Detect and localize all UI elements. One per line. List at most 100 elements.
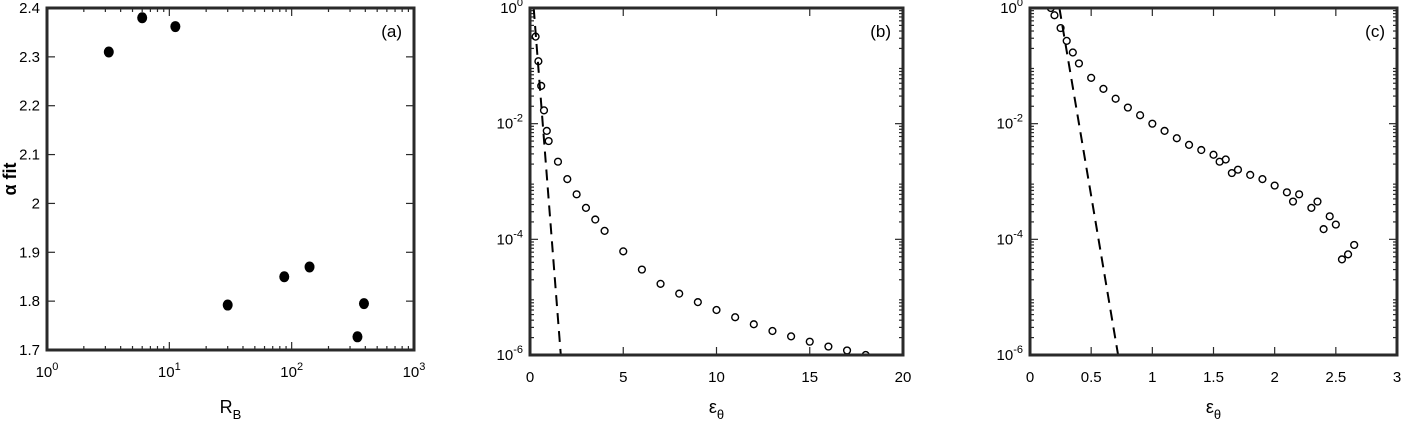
data-point bbox=[591, 215, 600, 224]
y-tick-label: 2.4 bbox=[19, 0, 40, 17]
chart-panel-b: 0 5 10 15 20 100 10-2 10-4 10-6 (b) εθ bbox=[497, 0, 912, 422]
data-point bbox=[1233, 165, 1243, 174]
y-tick-label: 10-2 bbox=[997, 113, 1023, 133]
data-point bbox=[805, 337, 814, 346]
data-point bbox=[749, 320, 758, 329]
x-tick-label: 1.5 bbox=[1203, 369, 1224, 386]
data-point bbox=[1068, 48, 1077, 57]
y-tick-label: 10-2 bbox=[497, 113, 523, 133]
data-point bbox=[137, 12, 148, 24]
x-tick-label: 3 bbox=[1393, 369, 1401, 386]
y-tick-label: 100 bbox=[500, 0, 523, 17]
data-point bbox=[842, 346, 852, 355]
data-point bbox=[637, 265, 647, 274]
panel-label: (b) bbox=[870, 22, 891, 41]
data-point bbox=[786, 332, 796, 341]
x-tick-label: 0 bbox=[526, 369, 534, 386]
data-point bbox=[1246, 170, 1255, 180]
data-point bbox=[861, 350, 870, 355]
data-point bbox=[1258, 175, 1267, 184]
panel-label: (a) bbox=[381, 22, 402, 41]
data-point bbox=[170, 21, 181, 33]
panel-label: (c) bbox=[1365, 22, 1385, 41]
data-point bbox=[572, 190, 581, 199]
data-point bbox=[1307, 203, 1316, 212]
x-axis-label: RB bbox=[220, 397, 242, 422]
x-tick-label: 101 bbox=[158, 361, 181, 381]
data-point bbox=[656, 279, 665, 288]
data-point bbox=[1197, 145, 1206, 155]
plot-frame bbox=[528, 6, 905, 357]
data-point bbox=[1074, 59, 1084, 68]
x-tick-label: 0 bbox=[1026, 369, 1034, 386]
data-point bbox=[731, 313, 740, 322]
x-tick-label: 102 bbox=[280, 361, 303, 381]
data-point bbox=[1221, 155, 1230, 164]
data-point bbox=[1046, 8, 1055, 13]
data-point bbox=[352, 331, 363, 343]
x-tick-label: 100 bbox=[36, 361, 59, 381]
data-point bbox=[1282, 188, 1292, 197]
data-point bbox=[1313, 197, 1322, 206]
x-tick-label: 0.5 bbox=[1081, 369, 1102, 386]
data-point bbox=[1050, 11, 1059, 20]
x-tick-label: 2.5 bbox=[1325, 369, 1346, 386]
data-point bbox=[1148, 119, 1157, 128]
data-layer bbox=[103, 12, 369, 343]
data-point bbox=[1343, 250, 1353, 259]
data-point bbox=[1288, 197, 1298, 206]
data-point bbox=[1331, 220, 1340, 229]
chart-panel-c: 0 0.5 1 1.5 2 2.5 3 100 10-2 10-4 10-6 (c) εθ bbox=[997, 0, 1402, 422]
y-tick-label: 1.8 bbox=[19, 293, 40, 310]
data-point bbox=[581, 203, 591, 212]
y-tick-label: 2.2 bbox=[19, 98, 40, 115]
data-point bbox=[358, 298, 369, 310]
plot-frame bbox=[1028, 6, 1399, 357]
data-point bbox=[1337, 255, 1347, 264]
y-tick-label: 1.9 bbox=[19, 244, 40, 261]
chart-panel-a: 100 101 102 103 1.7 1.8 1.9 2 2.1 2.2 2.3 2.4 (a) RB α… bbox=[0, 0, 425, 422]
data-point bbox=[600, 226, 609, 235]
y-tick-label: 100 bbox=[1000, 0, 1023, 17]
gaussian-fit-line bbox=[1058, 8, 1120, 355]
data-point bbox=[768, 326, 777, 336]
data-point bbox=[539, 106, 549, 115]
x-axis-label: εθ bbox=[709, 397, 724, 422]
data-point bbox=[1227, 168, 1236, 178]
data-point bbox=[304, 261, 315, 273]
data-point bbox=[1087, 73, 1096, 82]
data-point bbox=[693, 298, 702, 307]
gaussian-fit-line bbox=[532, 8, 562, 355]
data-point bbox=[1319, 225, 1328, 234]
x-axis-label: εθ bbox=[1206, 397, 1221, 422]
plot-frame bbox=[45, 6, 416, 352]
y-tick-label: 10-4 bbox=[997, 228, 1023, 248]
x-tick-label: 103 bbox=[403, 361, 426, 381]
data-point bbox=[563, 175, 572, 184]
x-tick-label: 2 bbox=[1270, 369, 1278, 386]
data-point bbox=[222, 299, 233, 311]
y-tick-label: 2.3 bbox=[19, 49, 40, 66]
data-point bbox=[1295, 190, 1304, 199]
data-point bbox=[675, 289, 684, 298]
data-point bbox=[1325, 212, 1334, 221]
data-point bbox=[1123, 103, 1132, 112]
data-point bbox=[1056, 23, 1065, 33]
y-tick-label: 1.7 bbox=[19, 342, 40, 359]
data-point bbox=[279, 271, 290, 283]
data-point bbox=[1184, 140, 1194, 149]
y-tick-label: 10-6 bbox=[997, 344, 1023, 364]
y-axis-label: α fit bbox=[0, 162, 20, 195]
data-point bbox=[619, 247, 628, 256]
data-point bbox=[1350, 240, 1359, 250]
data-point bbox=[103, 46, 114, 58]
data-layer bbox=[1046, 8, 1359, 355]
data-point bbox=[1099, 84, 1108, 93]
y-tick-label: 2.1 bbox=[19, 147, 40, 164]
data-point bbox=[542, 126, 551, 135]
y-tick-label: 2 bbox=[32, 195, 40, 212]
x-tick-label: 10 bbox=[708, 369, 725, 386]
data-point bbox=[1062, 36, 1071, 45]
data-point bbox=[824, 342, 833, 351]
